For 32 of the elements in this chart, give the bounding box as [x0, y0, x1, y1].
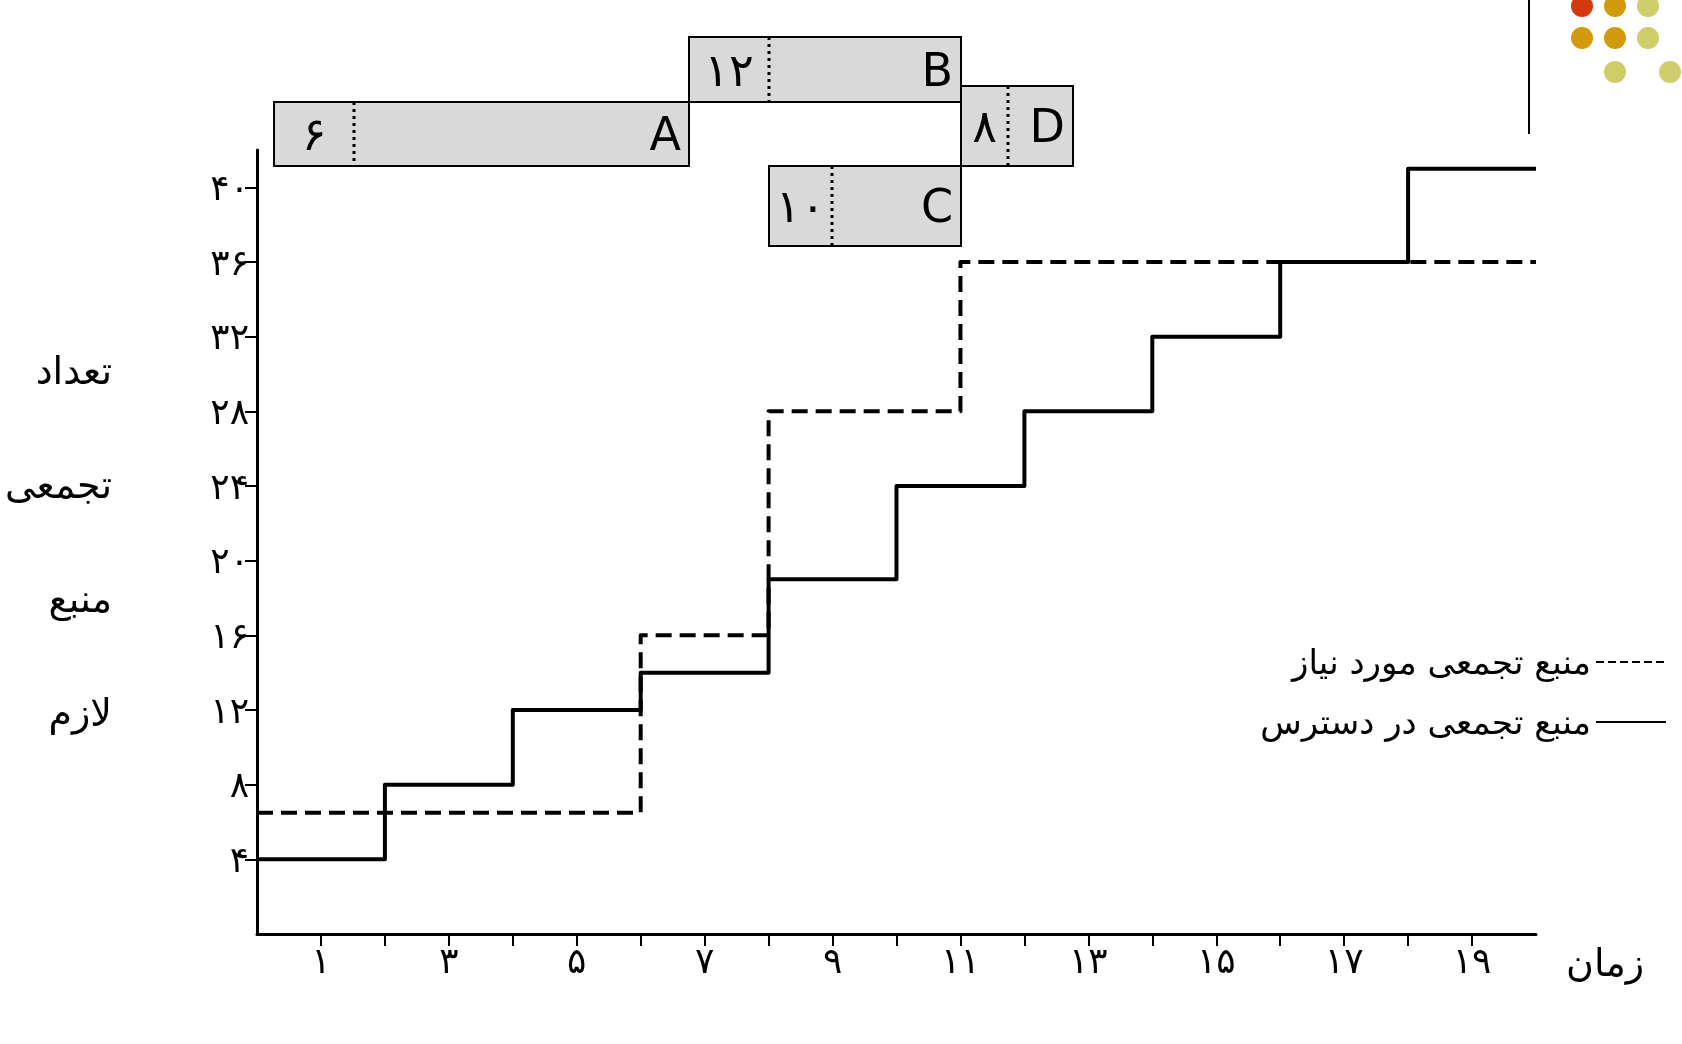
annotation: ۸ [972, 99, 997, 153]
text: ۱۲ [704, 42, 754, 97]
y-tick-label: ۱۶ [210, 614, 249, 656]
y-tick-label: ۸ [229, 764, 249, 806]
annotation: ۱۰ [775, 179, 826, 233]
y-tick-label: ۳۲ [210, 316, 249, 358]
x-tick-label: ۳ [439, 939, 459, 981]
legend-label: منبع تجمعی مورد نیاز [1290, 642, 1591, 683]
y-tick-label: ۳۶ [210, 241, 249, 283]
x-tick-label: ۹ [822, 939, 843, 981]
y-tick-label: ۲۴ [210, 465, 249, 507]
text: B [921, 42, 953, 97]
x-tick-label: ۵ [567, 939, 587, 981]
y-tick-label: ۴۰ [210, 166, 249, 208]
x-tick-label: ۱۹ [1452, 939, 1492, 981]
annotation: C [920, 179, 953, 233]
annotation: D [1029, 99, 1065, 153]
x-tick-label: ۱۳ [1069, 939, 1108, 981]
legend-label: منبع تجمعی در دسترس [1260, 702, 1591, 743]
annotation: A [649, 107, 682, 161]
x-tick-label: ۱۷ [1324, 939, 1364, 981]
y-tick-label: ۲۸ [210, 390, 249, 432]
x-tick-label: ۱۵ [1196, 939, 1236, 981]
y-tick-label: ۲۰ [210, 540, 249, 582]
y-tick-label: ۴ [229, 838, 249, 880]
x-tick-label: ۷ [694, 939, 715, 981]
annotation: ۶ [301, 107, 327, 161]
y-tick-label: ۱۲ [210, 689, 249, 731]
text: تعداد تجمعی منبع لازم [4, 349, 112, 735]
x-axis-title: زمان [1566, 941, 1645, 985]
x-tick-label: ۱ [311, 939, 331, 981]
x-tick-label: ۱۱ [941, 939, 980, 981]
